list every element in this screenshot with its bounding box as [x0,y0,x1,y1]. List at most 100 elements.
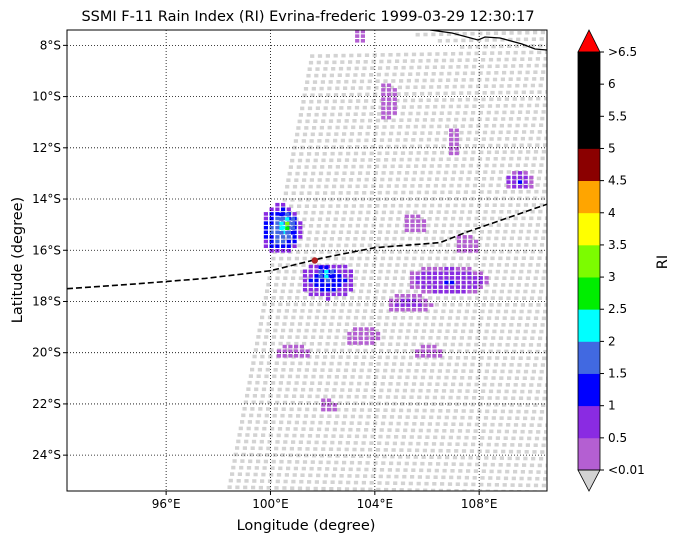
swath-pixel [456,475,462,480]
swath-pixel [409,190,414,195]
swath-pixel [436,249,442,254]
swath-pixel [268,269,273,274]
rain-pixel [455,271,460,276]
swath-pixel [370,395,375,399]
swath-pixel [332,184,337,189]
swath-pixel [410,349,415,353]
swath-pixel [316,309,321,313]
swath-pixel [344,447,349,452]
swath-pixel [250,367,255,372]
swath-pixel [552,263,556,267]
swath-pixel [381,296,386,300]
colorbar-over-triangle [577,29,601,53]
swath-pixel [250,492,254,496]
swath-pixel [271,459,276,464]
swath-pixel [486,362,491,367]
swath-pixel [346,480,351,485]
rain-pixel [343,264,348,269]
swath-pixel [227,485,232,489]
swath-pixel [352,158,357,162]
swath-pixel [322,112,327,117]
swath-pixel [511,436,516,441]
swath-pixel [334,132,339,136]
swath-pixel [340,467,345,471]
swath-pixel [334,375,339,379]
swath-pixel [354,434,360,439]
swath-pixel [273,493,277,497]
rain-pixel [517,171,523,175]
swath-pixel [508,117,514,121]
swath-pixel [480,143,485,148]
swath-pixel [436,415,442,420]
swath-pixel [269,309,274,313]
rain-pixel [386,88,392,92]
rain-pixel [294,344,299,349]
swath-pixel [401,269,406,274]
swath-pixel [521,216,526,221]
swath-pixel [470,71,475,75]
swath-pixel [315,434,320,438]
swath-pixel [428,170,433,175]
swath-pixel [510,150,515,154]
swath-pixel [394,349,399,353]
swath-pixel [515,249,520,254]
swath-pixel [489,137,494,141]
colorbar-under-triangle [577,469,601,492]
swath-pixel [374,454,379,459]
swath-pixel [427,256,432,261]
swath-pixel [376,158,381,162]
swath-pixel [482,216,487,221]
swath-pixel [377,112,382,116]
swath-pixel [527,143,532,147]
swath-pixel [422,118,427,122]
swath-pixel [483,336,488,340]
rain-pixel [275,239,280,244]
swath-pixel [508,497,512,501]
swath-pixel [533,110,538,114]
swath-pixel [379,138,385,142]
swath-pixel [506,423,511,427]
rain-pixel [358,327,363,331]
swath-pixel [450,302,455,307]
swath-pixel [509,236,514,241]
swath-pixel [493,283,498,287]
swath-pixel [364,99,369,103]
swath-pixel [525,363,530,367]
swath-pixel [416,151,421,155]
swath-pixel [508,409,513,414]
swath-pixel [307,434,313,438]
swath-pixel [301,387,306,392]
swath-pixel [305,322,310,326]
swath-pixel [319,414,324,418]
swath-pixel [301,139,306,143]
rain-pixel [321,398,326,403]
swath-pixel [526,316,531,320]
swath-pixel [329,158,334,163]
swath-pixel [408,151,413,155]
swath-pixel [545,336,547,341]
swath-pixel [514,209,519,214]
swath-pixel [529,423,534,427]
swath-pixel [374,164,380,169]
swath-pixel [262,466,267,470]
swath-pixel [331,394,336,399]
swath-pixel [518,150,523,154]
swath-pixel [299,152,304,156]
swath-pixel [250,446,255,450]
swath-pixel [517,323,522,327]
swath-pixel [367,79,372,84]
swath-pixel [413,250,418,254]
swath-pixel [283,191,288,196]
swath-pixel [431,32,436,37]
swath-pixel [342,132,347,136]
swath-pixel [295,374,300,379]
swath-pixel [364,263,369,267]
swath-pixel [393,66,398,70]
swath-pixel [379,184,384,188]
rain-pixel [421,285,426,289]
swath-pixel [376,487,381,491]
swath-pixel [433,435,438,440]
swath-pixel [545,256,547,260]
swath-pixel [503,190,508,194]
swath-pixel [415,32,420,37]
